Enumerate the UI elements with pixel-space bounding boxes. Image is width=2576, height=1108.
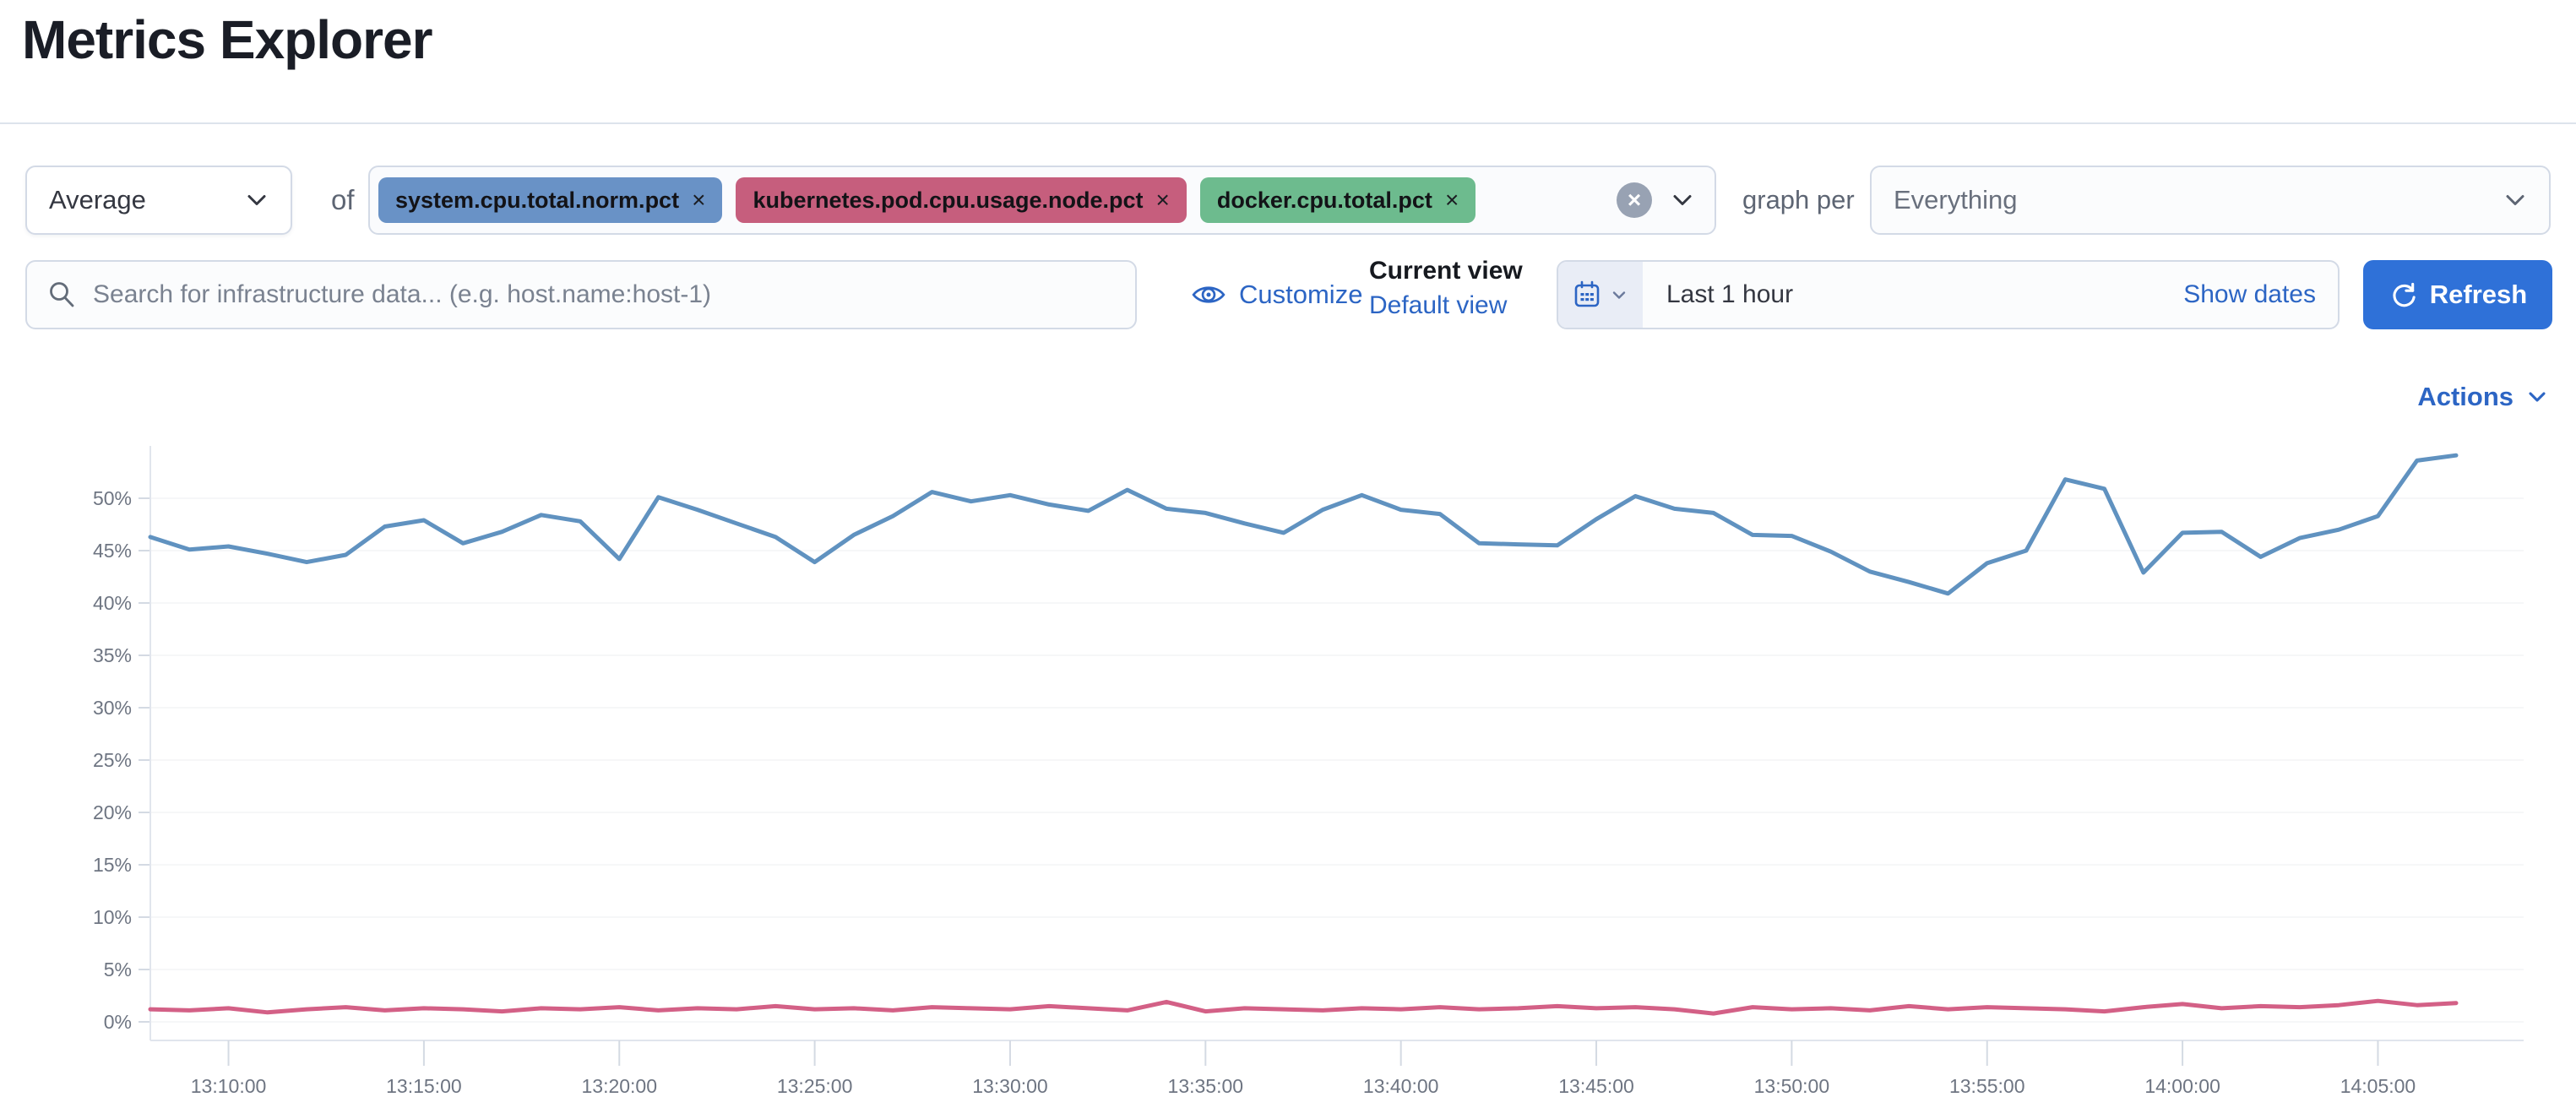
calendar-menu-button[interactable] [1558,262,1643,328]
search-input[interactable] [91,280,1118,310]
calendar-icon [1574,280,1600,307]
graph-per-label: graph per [1742,185,1855,215]
clear-all-metrics-button[interactable]: × [1617,182,1652,218]
chevron-down-icon [247,195,266,205]
search-icon [50,282,74,307]
metric-pill-label: kubernetes.pod.cpu.usage.node.pct [753,187,1144,213]
metric-pill-system-cpu[interactable]: system.cpu.total.norm.pct × [378,177,723,223]
page-title: Metrics Explorer [22,9,433,70]
show-dates-button[interactable]: Show dates [2183,280,2316,308]
x-tick-label: 13:30:00 [972,1075,1048,1097]
y-tick-label: 45% [93,540,132,562]
date-picker[interactable]: Last 1 hour Show dates [1557,260,2340,329]
x-tick-label: 14:05:00 [2340,1075,2416,1097]
metric-pill-docker-cpu[interactable]: docker.cpu.total.pct × [1199,177,1476,223]
metrics-combobox[interactable]: system.cpu.total.norm.pct × kubernetes.p… [368,166,1716,235]
y-tick-label: 50% [93,487,132,509]
remove-metric-icon[interactable]: × [1444,187,1459,213]
customize-label: Customize [1239,280,1363,309]
x-tick-label: 13:50:00 [1754,1075,1830,1097]
graph-per-select[interactable]: Everything [1870,166,2551,235]
x-tick-label: 13:10:00 [191,1075,267,1097]
chevron-down-icon [2529,392,2546,402]
of-label: of [331,184,355,215]
metrics-chart[interactable]: 0% 5% 10% 15% 20% 25% 30% 35% 40% 45% 50% 13:10:00 1… [25,439,2551,1098]
metric-pill-kubernetes-pod-cpu[interactable]: kubernetes.pod.cpu.usage.node.pct × [736,177,1187,223]
actions-label: Actions [2417,382,2514,411]
y-tick-label: 25% [93,749,132,771]
y-tick-label: 35% [93,644,132,666]
time-range-value[interactable]: Last 1 hour [1666,280,1794,308]
x-tick-label: 13:20:00 [581,1075,657,1097]
refresh-button[interactable]: Refresh [2363,260,2552,329]
y-tick-label: 10% [93,906,132,928]
series-line-1 [148,998,2459,1016]
remove-metric-icon[interactable]: × [692,187,706,213]
chevron-down-icon [2506,195,2524,205]
x-tick-label: 13:25:00 [777,1075,853,1097]
customize-button[interactable]: Customize [1191,260,1362,329]
view-switcher: Current view Default view [1369,253,1523,323]
y-tick-label: 15% [93,854,132,876]
actions-menu-button[interactable]: Actions [2417,382,2551,412]
search-bar[interactable] [25,260,1137,329]
chevron-down-icon[interactable] [1667,185,1698,215]
remove-metric-icon[interactable]: × [1155,187,1170,213]
x-tick-label: 13:40:00 [1363,1075,1439,1097]
refresh-label: Refresh [2429,280,2528,309]
aggregation-select[interactable]: Average [25,166,292,235]
chevron-down-icon [1612,291,1626,299]
x-tick-label: 13:35:00 [1168,1075,1244,1097]
graph-per-value: Everything [1894,185,2018,215]
x-tick-label: 13:15:00 [386,1075,462,1097]
metric-pill-label: system.cpu.total.norm.pct [395,187,680,213]
refresh-icon [2393,282,2416,307]
y-tick-label: 30% [93,697,132,719]
metric-pill-label: docker.cpu.total.pct [1216,187,1432,213]
eye-icon [1192,286,1226,303]
x-tick-label: 13:45:00 [1558,1075,1634,1097]
x-tick-label: 13:55:00 [1949,1075,2025,1097]
y-tick-label: 40% [93,592,132,614]
y-tick-label: 0% [104,1011,132,1033]
default-view-link[interactable]: Default view [1369,291,1508,319]
header-divider [0,122,2576,124]
x-tick-label: 14:00:00 [2144,1075,2220,1097]
series-line-0 [148,453,2459,596]
current-view-label: Current view [1369,257,1523,285]
aggregation-value: Average [49,185,146,215]
y-tick-label: 5% [104,959,132,980]
y-tick-label: 20% [93,801,132,823]
